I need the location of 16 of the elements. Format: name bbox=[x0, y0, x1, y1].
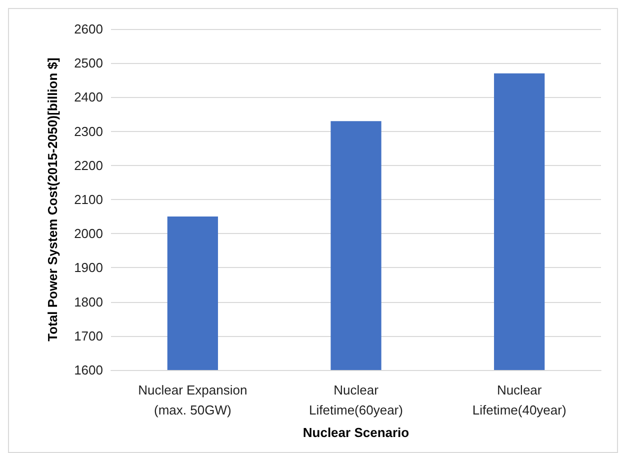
x-tick-label: Nuclear Expansion (max. 50GW) bbox=[138, 382, 248, 418]
y-tick-label: 2400 bbox=[74, 90, 103, 105]
y-tick-label: 2300 bbox=[74, 124, 103, 139]
y-tick-label: 2500 bbox=[74, 56, 103, 71]
x-tick-label: Nuclear Lifetime(60year) bbox=[309, 382, 403, 418]
y-tick-label: 1700 bbox=[74, 328, 103, 344]
y-tick-label: 2600 bbox=[74, 22, 103, 36]
y-tick-label: 2200 bbox=[74, 158, 103, 173]
y-tick-label: 2000 bbox=[74, 226, 103, 242]
y-tick-label: 1800 bbox=[74, 294, 103, 310]
y-tick-label: 1600 bbox=[74, 362, 103, 378]
y-axis-title: Total Power System Cost(2015-2050)[billion $] bbox=[45, 58, 60, 342]
y-tick-label: 2100 bbox=[74, 192, 103, 207]
y-tick-label: 1900 bbox=[74, 260, 103, 276]
x-axis-title: Nuclear Scenario bbox=[302, 425, 410, 440]
x-tick-label: Nuclear Lifetime(40year) bbox=[472, 382, 566, 418]
